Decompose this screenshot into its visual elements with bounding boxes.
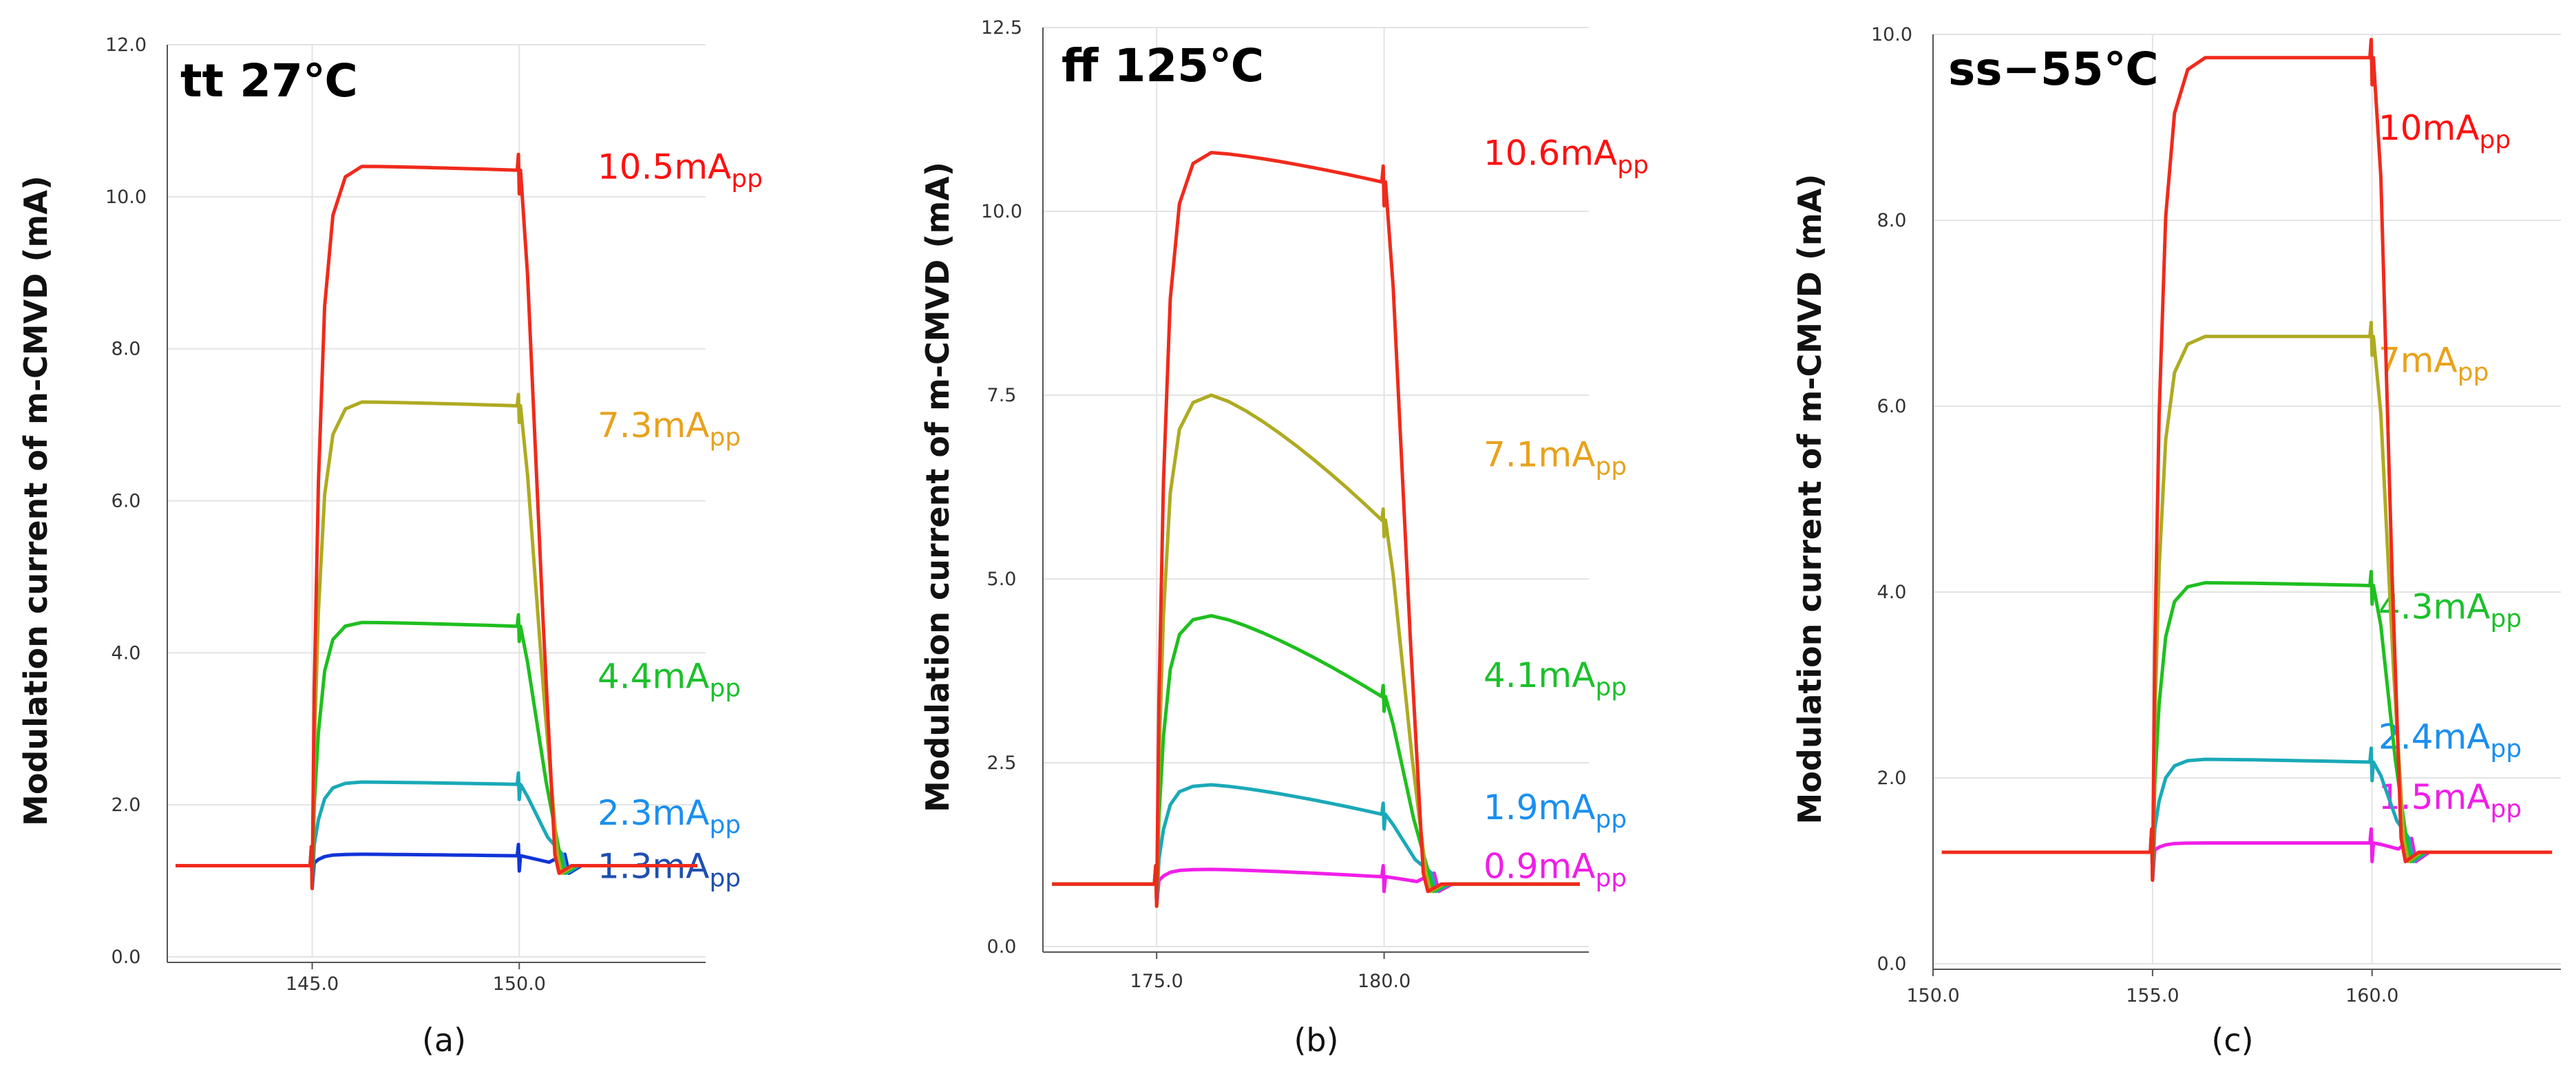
panel-caption: (a)	[422, 1022, 466, 1059]
series-label-value: 4.3mA	[2378, 587, 2490, 626]
panel-1: 0.0 2.0 4.0 6.0 8.0 10.0 12.0 145.0 150.0 Modulat…	[17, 34, 763, 1059]
series-label-subscript: pp	[709, 865, 741, 893]
series-line-2	[1052, 393, 1580, 908]
series-line-4	[1941, 746, 2553, 882]
series-label-subscript: pp	[1595, 865, 1627, 893]
series-line-3	[176, 613, 697, 891]
series-label-subscript: pp	[1595, 805, 1627, 834]
x-tick-label: 145.0	[286, 973, 339, 995]
series-label-value: 0.9mA	[1484, 847, 1595, 887]
series-line-3	[1052, 613, 1580, 908]
panel-caption: (c)	[2211, 1022, 2253, 1059]
y-tick-label: 0.0	[112, 947, 141, 968]
y-tick-label: 4.0	[1877, 582, 1907, 603]
panel-caption: (b)	[1294, 1022, 1338, 1059]
series-label-value: 2.3mA	[598, 793, 709, 833]
series-label-value: 7.3mA	[598, 405, 709, 445]
series-label-3: 4.3mApp	[2378, 587, 2522, 633]
series-label-1: 10.6mApp	[1484, 134, 1649, 180]
y-tick-label: 0.0	[987, 936, 1017, 958]
panel-3: 0.0 2.0 4.0 6.0 8.0 10.0 150.0 155.0 160.0 Modula…	[1791, 24, 2561, 1059]
series-line-5	[176, 843, 697, 891]
series-label-subscript: pp	[2480, 126, 2511, 154]
series-label-value: 10mA	[2378, 108, 2480, 148]
y-tick-label: 2.0	[112, 794, 141, 816]
series-label-2: 7.1mApp	[1484, 434, 1627, 481]
series-label-subscript: pp	[731, 165, 763, 193]
x-tick-label: 180.0	[1358, 971, 1411, 992]
series-line-1	[1941, 37, 2553, 882]
series-label-value: 10.5mA	[598, 147, 731, 187]
series-line-4	[176, 771, 697, 891]
series-label-value: 4.1mA	[1484, 655, 1595, 695]
series-label-3: 4.1mApp	[1484, 655, 1627, 701]
y-tick-label: 12.5	[981, 17, 1022, 39]
series-line-5	[1941, 827, 2553, 882]
series-label-4: 1.9mApp	[1484, 788, 1627, 834]
x-tick-label: 160.0	[2345, 985, 2398, 1006]
series-label-subscript: pp	[709, 811, 741, 839]
series-label-value: 7mA	[2378, 341, 2458, 381]
series-label-3: 4.4mApp	[598, 656, 741, 702]
series-label-4: 2.3mApp	[598, 793, 741, 839]
y-axis-label: Modulation current of m-CMVD (mA)	[17, 176, 54, 826]
series-label-2: 7mApp	[2378, 341, 2489, 387]
y-tick-label: 10.0	[1871, 24, 1912, 45]
series-label-subscript: pp	[2490, 604, 2522, 633]
series-label-value: 4.4mA	[598, 656, 709, 696]
x-tick-label: 150.0	[493, 973, 546, 995]
series-line-1	[1052, 151, 1580, 908]
series-label-subscript: pp	[2490, 795, 2522, 823]
x-tick-label: 150.0	[1906, 985, 1959, 1006]
y-tick-label: 6.0	[1877, 396, 1907, 417]
series-label-5: 0.9mApp	[1484, 847, 1627, 893]
series-label-5: 1.3mApp	[598, 847, 741, 893]
y-tick-label: 7.5	[987, 385, 1017, 406]
y-axis-label: Modulation current of m-CMVD (mA)	[1791, 174, 1828, 825]
panel-title: ss−55℃	[1948, 43, 2159, 96]
series-line-3	[1941, 569, 2553, 882]
series-line-2	[176, 392, 697, 891]
series-label-1: 10mApp	[2378, 108, 2511, 154]
series-label-subscript: pp	[1595, 673, 1627, 701]
series-label-1: 10.5mApp	[598, 147, 763, 193]
y-tick-label: 4.0	[112, 642, 141, 664]
x-tick-label: 175.0	[1130, 971, 1183, 992]
series-label-subscript: pp	[709, 674, 741, 702]
series-label-subscript: pp	[1595, 452, 1627, 481]
series-line-4	[1052, 783, 1580, 908]
y-axis-label: Modulation current of m-CMVD (mA)	[919, 162, 956, 812]
y-tick-label: 5.0	[987, 569, 1017, 590]
y-tick-label: 8.0	[1877, 210, 1907, 231]
y-tick-label: 8.0	[112, 339, 141, 360]
y-tick-label: 10.0	[981, 201, 1022, 222]
y-tick-label: 6.0	[112, 491, 141, 512]
series-label-subscript: pp	[2490, 735, 2522, 763]
y-tick-label: 0.0	[1877, 953, 1907, 975]
series-label-subscript: pp	[1617, 151, 1649, 180]
series-label-value: 7.1mA	[1484, 434, 1595, 474]
series-line-2	[1941, 321, 2553, 882]
y-tick-label: 10.0	[105, 187, 147, 208]
panel-title: tt 27℃	[180, 54, 358, 107]
series-label-subscript: pp	[2458, 359, 2489, 387]
series-line-1	[176, 152, 697, 891]
series-label-subscript: pp	[709, 423, 741, 452]
series-label-value: 10.6mA	[1484, 134, 1617, 173]
panel-2: 0.0 2.5 5.0 7.5 10.0 12.5 175.0 180.0 Modulation…	[919, 17, 1649, 1059]
panel-title: ff 125℃	[1062, 39, 1264, 92]
y-tick-label: 2.5	[987, 752, 1017, 774]
series-label-2: 7.3mApp	[598, 405, 741, 452]
series-line-5	[1052, 864, 1580, 908]
x-tick-label: 155.0	[2126, 985, 2179, 1006]
y-tick-label: 2.0	[1877, 768, 1907, 789]
series-label-value: 1.9mA	[1484, 788, 1595, 827]
y-tick-label: 12.0	[105, 34, 147, 56]
